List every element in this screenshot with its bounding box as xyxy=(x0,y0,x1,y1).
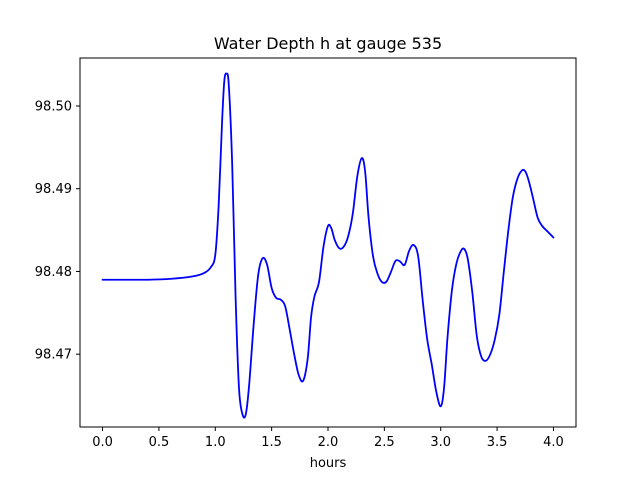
x-tick-label: 1.0 xyxy=(205,435,226,450)
x-tick-label: 4.0 xyxy=(543,435,564,450)
x-tick-label: 0.0 xyxy=(92,435,113,450)
x-tick-label: 3.5 xyxy=(487,435,508,450)
y-tick-label: 98.47 xyxy=(35,348,72,363)
y-axis: 98.47 98.48 98.49 98.50 xyxy=(35,99,80,363)
y-tick-label: 98.48 xyxy=(35,265,72,280)
x-axis: 0.0 0.5 1.0 1.5 2.0 2.5 3.0 3.5 4.0 xyxy=(92,427,564,450)
x-tick-label: 1.5 xyxy=(261,435,282,450)
x-tick-label: 0.5 xyxy=(149,435,170,450)
x-tick-label: 3.0 xyxy=(430,435,451,450)
x-axis-label: hours xyxy=(310,456,347,471)
series-line xyxy=(101,72,555,419)
chart-title: Water Depth h at gauge 535 xyxy=(214,34,442,53)
plot-series xyxy=(101,72,555,419)
x-tick-label: 2.0 xyxy=(318,435,339,450)
plot-frame xyxy=(79,57,577,428)
x-tick-label: 2.5 xyxy=(374,435,395,450)
y-tick-label: 98.49 xyxy=(35,182,72,197)
y-tick-label: 98.50 xyxy=(35,99,72,114)
